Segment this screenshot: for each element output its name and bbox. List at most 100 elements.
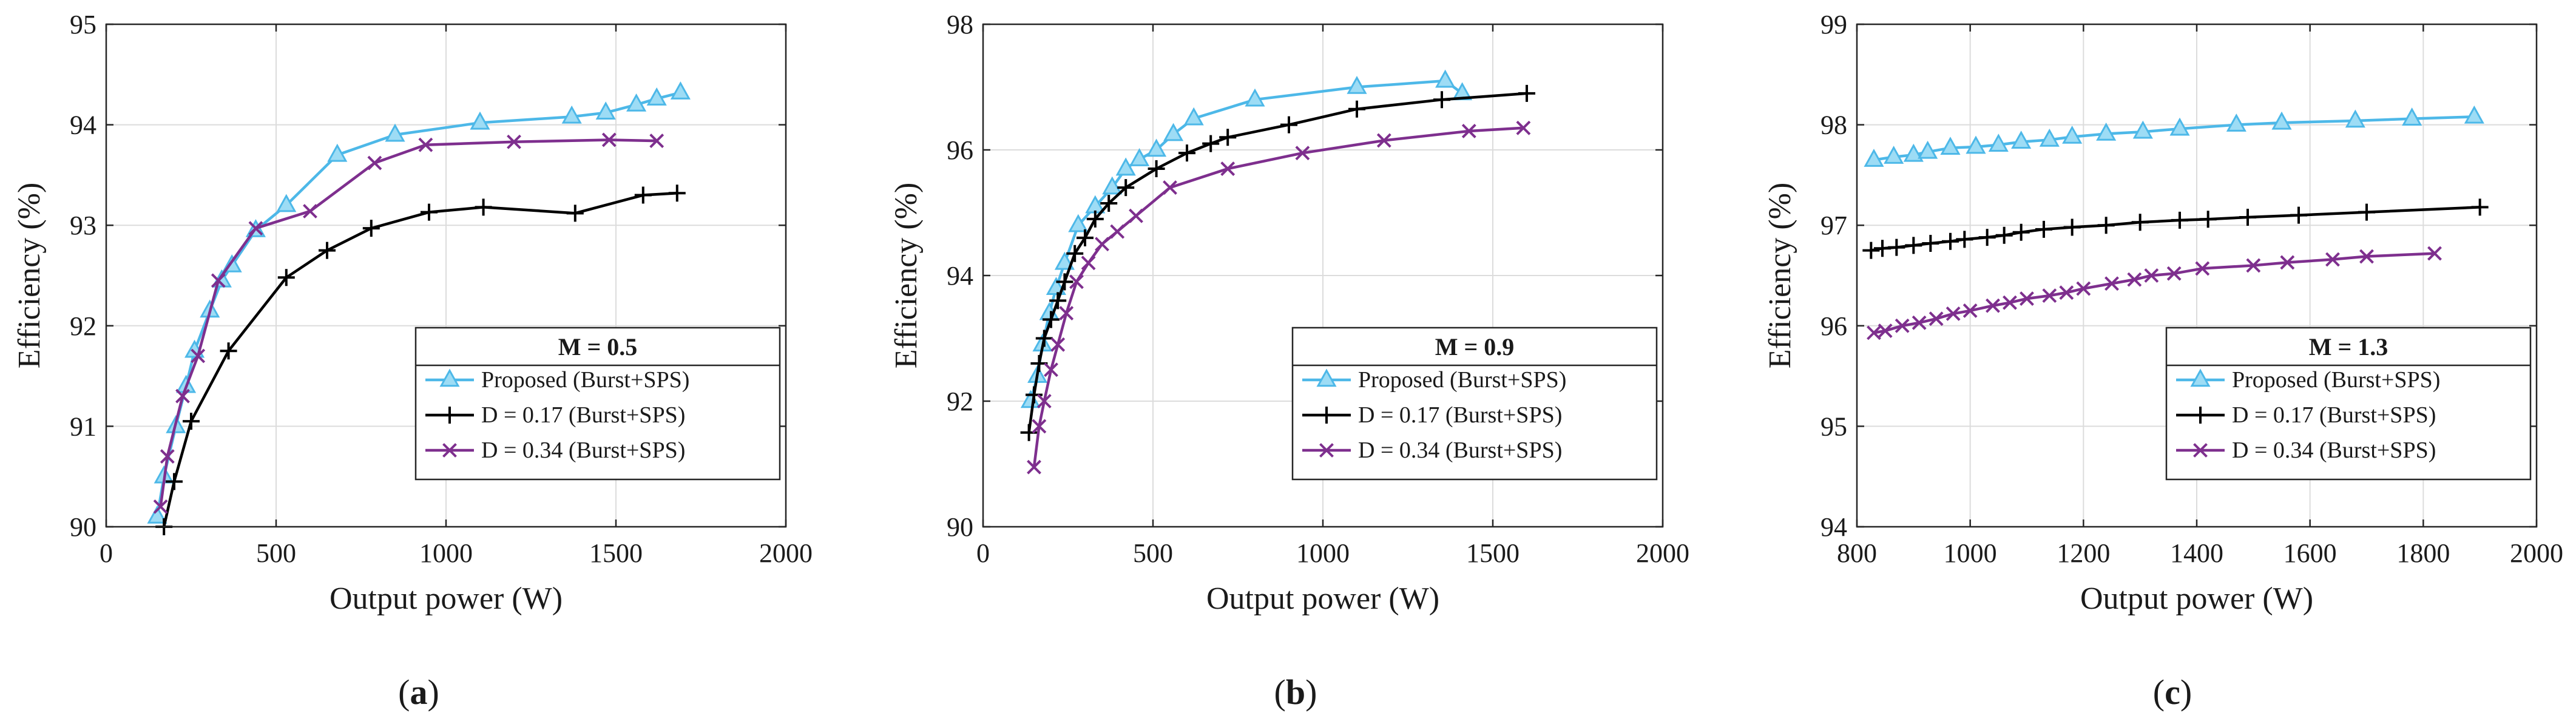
legend-entry: D = 0.17 (Burst+SPS) — [1358, 402, 1562, 428]
plot-series — [1020, 69, 1535, 475]
y-tick-label: 97 — [1820, 211, 1847, 240]
data-point — [1966, 135, 1986, 154]
data-point — [2246, 258, 2261, 273]
x-axis-label: Output power (W) — [330, 581, 563, 616]
x-tick-label: 1000 — [419, 538, 473, 568]
data-point — [1219, 129, 1237, 146]
data-point — [2076, 281, 2091, 296]
x-tick-label: 1000 — [1296, 538, 1350, 568]
data-point — [1148, 160, 1165, 178]
data-point — [1295, 146, 1310, 161]
data-point — [1942, 232, 1959, 250]
data-point — [1043, 311, 1060, 328]
data-point — [1129, 148, 1150, 166]
y-tick-label: 90 — [947, 512, 973, 542]
data-point — [1020, 424, 1038, 441]
legend-entry: D = 0.17 (Burst+SPS) — [481, 402, 685, 428]
data-point — [1032, 419, 1047, 434]
data-point — [2097, 217, 2115, 234]
data-point — [626, 93, 647, 112]
data-point — [327, 143, 348, 162]
data-point — [2358, 203, 2375, 221]
data-point — [649, 134, 664, 149]
data-point — [1988, 134, 2009, 152]
data-point — [2132, 120, 2153, 139]
data-point — [1878, 323, 1893, 338]
data-point — [1044, 362, 1058, 377]
legend-swatch-marker — [1318, 407, 1335, 424]
data-point — [1100, 194, 1118, 212]
y-tick-label: 96 — [947, 135, 973, 165]
data-point — [2011, 130, 2032, 149]
data-point — [2003, 295, 2017, 310]
legend-swatch-marker — [1319, 443, 1334, 458]
y-tick-label: 92 — [70, 311, 96, 341]
data-point — [595, 101, 616, 120]
x-tick-label: 2000 — [759, 538, 813, 568]
data-point — [634, 186, 652, 204]
data-point — [1986, 298, 2000, 313]
data-point — [2131, 214, 2149, 231]
panel-caption: (a) — [398, 672, 439, 712]
legend-title: M = 1.3 — [2309, 333, 2388, 360]
data-point — [418, 137, 433, 152]
data-point — [2195, 261, 2210, 276]
data-point — [1888, 239, 1905, 256]
data-point — [1995, 226, 2013, 244]
y-tick-label: 91 — [70, 411, 96, 441]
data-point — [1922, 235, 1939, 252]
data-point — [1516, 120, 1531, 135]
data-point — [2020, 291, 2034, 306]
data-point — [2042, 288, 2057, 303]
series-line-3 — [159, 138, 657, 507]
x-tick-label: 800 — [1837, 538, 1877, 568]
data-point — [1867, 325, 1881, 340]
data-point — [1050, 337, 1066, 352]
data-point — [1905, 237, 1922, 254]
panel-a: 0 500 1000 1500 2000 90 91 92 93 94 95 Output power… — [12, 10, 813, 712]
x-tick-label: 1200 — [2057, 538, 2110, 568]
data-point — [2166, 266, 2182, 281]
legend-entry: Proposed (Burst+SPS) — [481, 367, 689, 393]
data-point — [1129, 208, 1143, 223]
x-tick-label: 500 — [256, 538, 296, 568]
data-point — [191, 348, 206, 364]
data-point — [2039, 128, 2060, 147]
data-point — [470, 111, 490, 130]
legend: M = 1.3 Proposed (Burst+SPS) D = 0.17 (Bur… — [2165, 326, 2532, 481]
data-point — [1347, 76, 1367, 94]
caption-letter: b — [1286, 672, 1305, 712]
legend-box — [2165, 326, 2532, 481]
data-point — [1864, 149, 1884, 167]
data-point — [248, 221, 263, 236]
data-point — [1884, 146, 1904, 164]
data-point — [1035, 330, 1053, 347]
data-point — [1026, 386, 1043, 404]
panel-caption: (c) — [2153, 672, 2192, 712]
x-tick-label: 1000 — [1944, 538, 1997, 568]
data-point — [1433, 91, 1450, 109]
data-point — [2471, 198, 2489, 216]
y-axis-label: Efficiency (%) — [12, 183, 47, 369]
data-point — [2359, 249, 2374, 264]
data-point — [1163, 123, 1184, 141]
data-point — [2226, 113, 2246, 132]
data-point — [1081, 255, 1096, 271]
data-point — [1912, 315, 1927, 330]
x-tick-label: 1500 — [589, 538, 643, 568]
data-point — [2325, 252, 2340, 267]
data-point — [2059, 285, 2074, 300]
x-tick-label: 0 — [100, 538, 113, 568]
x-tick-label: 1500 — [1466, 538, 1520, 568]
x-tick-label: 2000 — [1636, 538, 1689, 568]
caption-open-paren: ( — [1274, 672, 1286, 712]
data-point — [1918, 140, 1938, 159]
data-point — [1068, 214, 1089, 232]
data-point — [2199, 211, 2217, 228]
panel-c: 800 1000 1200 1400 1600 1800 2000 94 95 96 97 98 99 O… — [1763, 10, 2563, 712]
data-point — [153, 499, 168, 514]
data-point — [668, 184, 686, 202]
data-point — [1069, 274, 1084, 289]
legend-swatch-marker — [2190, 368, 2211, 387]
